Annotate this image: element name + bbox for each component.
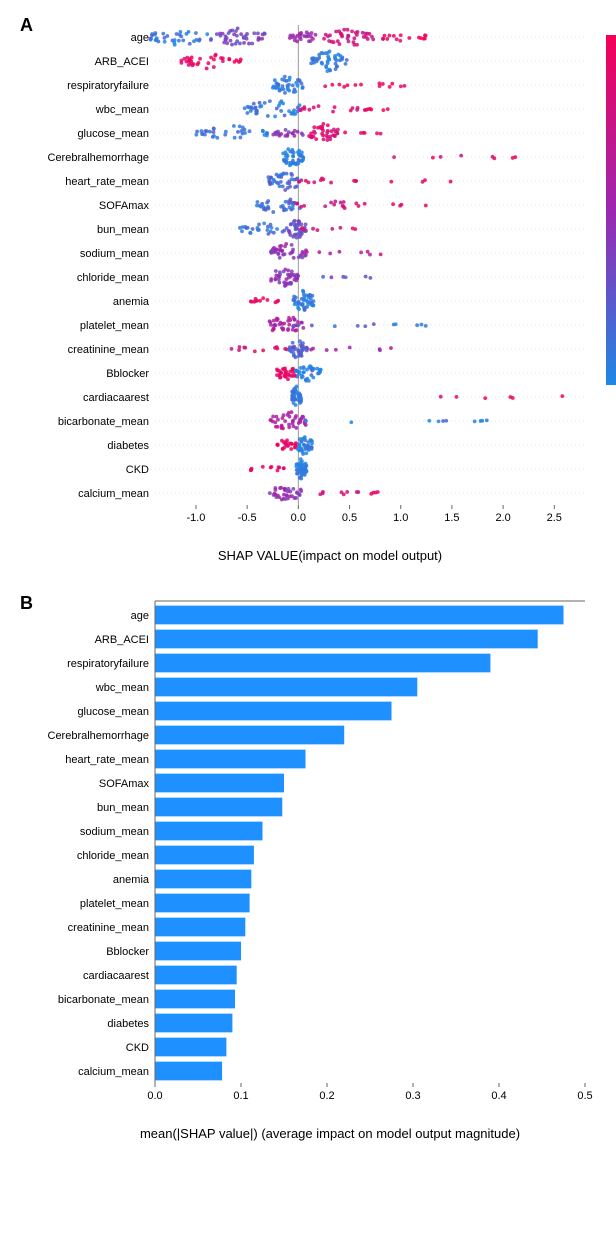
svg-text:chloride_mean: chloride_mean xyxy=(77,272,149,284)
svg-text:creatinine_mean: creatinine_mean xyxy=(68,344,149,356)
svg-text:2.5: 2.5 xyxy=(547,512,562,524)
panel-a: A age ARB_ACEI respiratoryfailure wbc_meang… xyxy=(15,15,601,563)
svg-text:0.5: 0.5 xyxy=(342,512,357,524)
svg-text:bicarbonate_mean: bicarbonate_mean xyxy=(58,416,149,428)
svg-text:cardiacaarest: cardiacaarest xyxy=(83,392,149,404)
svg-text:-0.5: -0.5 xyxy=(238,512,257,524)
shap-beeswarm-plot: age ARB_ACEI respiratoryfailure wbc_meanglu… xyxy=(35,15,595,535)
svg-text:heart_rate_mean: heart_rate_mean xyxy=(65,176,149,188)
svg-text:Bblocker: Bblocker xyxy=(106,946,149,958)
svg-text:1.5: 1.5 xyxy=(444,512,459,524)
shap-bar-plot: age ARB_ACEI respiratoryfailure wbc_meanglu… xyxy=(35,593,595,1113)
svg-text:ARB_ACEI: ARB_ACEI xyxy=(95,634,149,646)
svg-text:0.0: 0.0 xyxy=(147,1090,162,1102)
svg-text:0.3: 0.3 xyxy=(405,1090,420,1102)
svg-text:wbc_mean: wbc_mean xyxy=(95,104,149,116)
svg-text:0.5: 0.5 xyxy=(577,1090,592,1102)
svg-text:bicarbonate_mean: bicarbonate_mean xyxy=(58,994,149,1006)
svg-text:age: age xyxy=(131,610,149,622)
panel-b-xlabel: mean(|SHAP value|) (average impact on mo… xyxy=(115,1126,545,1141)
panel-b: B age ARB_ACEI respiratoryfailure wbc_meang… xyxy=(15,593,601,1141)
svg-text:respiratoryfailure: respiratoryfailure xyxy=(67,658,149,670)
panel-a-xlabel: SHAP VALUE(impact on model output) xyxy=(115,548,545,563)
svg-text:calcium_mean: calcium_mean xyxy=(78,1066,149,1078)
svg-text:ARB_ACEI: ARB_ACEI xyxy=(95,56,149,68)
svg-text:glucose_mean: glucose_mean xyxy=(77,706,149,718)
svg-text:2.0: 2.0 xyxy=(495,512,510,524)
svg-text:respiratoryfailure: respiratoryfailure xyxy=(67,80,149,92)
svg-text:age: age xyxy=(131,32,149,44)
svg-text:anemia: anemia xyxy=(113,296,150,308)
svg-text:calcium_mean: calcium_mean xyxy=(78,488,149,500)
svg-text:diabetes: diabetes xyxy=(107,440,149,452)
svg-text:anemia: anemia xyxy=(113,874,150,886)
panel-b-label: B xyxy=(20,593,33,614)
panel-a-label: A xyxy=(20,15,33,36)
svg-text:0.2: 0.2 xyxy=(319,1090,334,1102)
svg-text:1.0: 1.0 xyxy=(393,512,408,524)
svg-text:sodium_mean: sodium_mean xyxy=(80,826,149,838)
svg-text:0.4: 0.4 xyxy=(491,1090,506,1102)
svg-text:0.1: 0.1 xyxy=(233,1090,248,1102)
svg-text:-1.0: -1.0 xyxy=(186,512,205,524)
svg-text:Bblocker: Bblocker xyxy=(106,368,149,380)
svg-text:0.0: 0.0 xyxy=(291,512,306,524)
svg-text:CKD: CKD xyxy=(126,1042,149,1054)
svg-text:wbc_mean: wbc_mean xyxy=(95,682,149,694)
colorbar xyxy=(606,35,616,385)
svg-text:cardiacaarest: cardiacaarest xyxy=(83,970,149,982)
svg-text:creatinine_mean: creatinine_mean xyxy=(68,922,149,934)
svg-text:platelet_mean: platelet_mean xyxy=(80,898,149,910)
svg-text:Cerebralhemorrhage: Cerebralhemorrhage xyxy=(48,152,150,164)
svg-text:chloride_mean: chloride_mean xyxy=(77,850,149,862)
svg-text:bun_mean: bun_mean xyxy=(97,802,149,814)
svg-text:diabetes: diabetes xyxy=(107,1018,149,1030)
svg-text:Cerebralhemorrhage: Cerebralhemorrhage xyxy=(48,730,150,742)
svg-text:SOFAmax: SOFAmax xyxy=(99,200,150,212)
svg-text:CKD: CKD xyxy=(126,464,149,476)
svg-text:SOFAmax: SOFAmax xyxy=(99,778,150,790)
svg-text:sodium_mean: sodium_mean xyxy=(80,248,149,260)
svg-text:platelet_mean: platelet_mean xyxy=(80,320,149,332)
svg-text:heart_rate_mean: heart_rate_mean xyxy=(65,754,149,766)
svg-text:glucose_mean: glucose_mean xyxy=(77,128,149,140)
svg-text:bun_mean: bun_mean xyxy=(97,224,149,236)
